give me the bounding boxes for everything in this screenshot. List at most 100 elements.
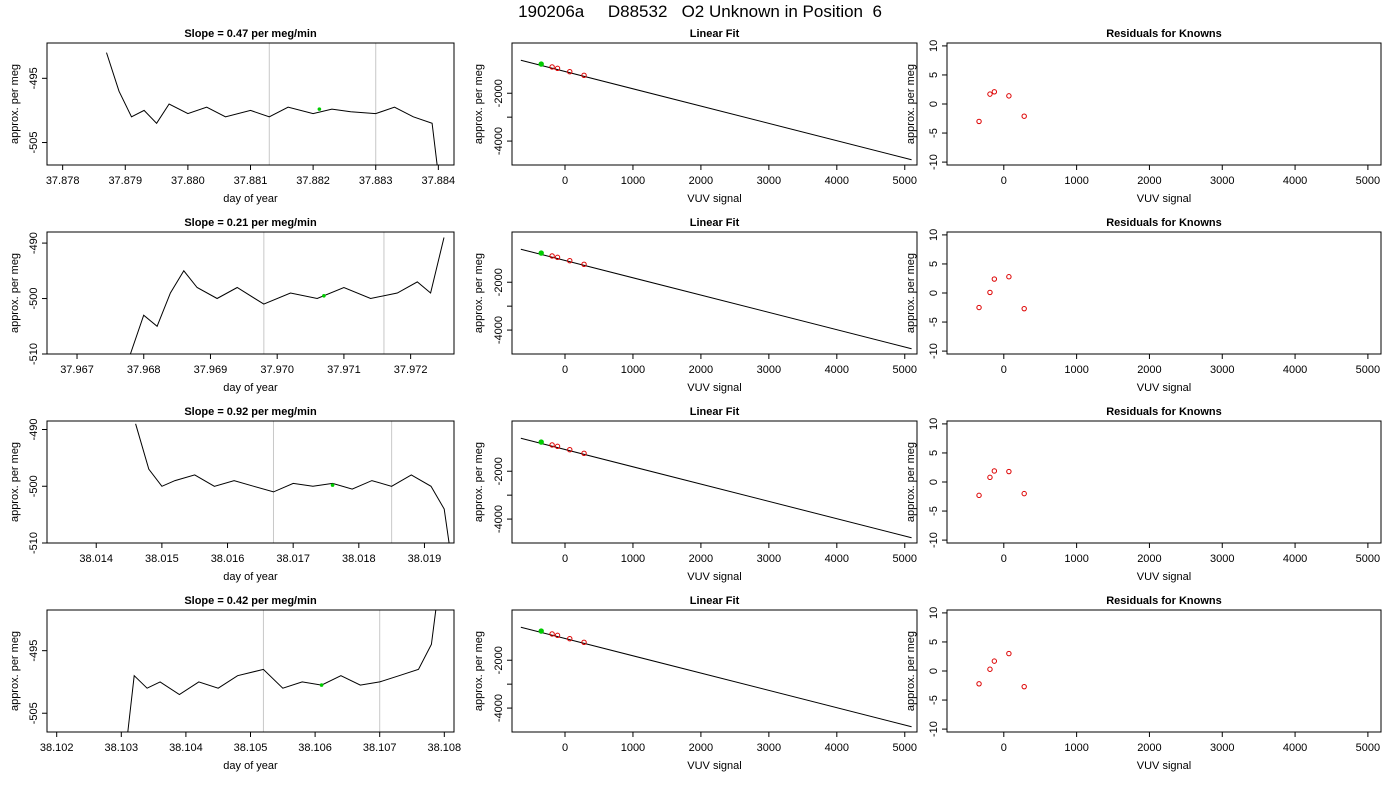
resid-xtick-label-3-3: 3000 [1210, 742, 1234, 754]
residual-point-0-1 [987, 91, 993, 97]
fit-title-3: Linear Fit [690, 595, 740, 607]
resid-ytick-label-3-4: -10 [928, 721, 940, 737]
trace-xlabel-3: day of year [223, 760, 278, 772]
resid-xtick-label-3-5: 5000 [1356, 742, 1380, 754]
resid-ytick-label-1-0: 10 [928, 229, 940, 241]
trace-xtick-label-0-5: 37.883 [359, 175, 393, 187]
trace-xlabel-2: day of year [223, 571, 278, 583]
fit-ylabel-0: approx. per meg [473, 64, 485, 144]
resid-xtick-label-1-3: 3000 [1210, 364, 1234, 376]
fit-xtick-label-2-5: 5000 [893, 553, 917, 565]
fit-xtick-label-2-2: 2000 [689, 553, 713, 565]
trace-line-0 [106, 52, 438, 165]
fit-xtick-label-1-0: 0 [562, 364, 568, 376]
resid-xlabel-3: VUV signal [1137, 760, 1191, 772]
selected-point-3 [319, 683, 324, 687]
fit-title-0: Linear Fit [690, 28, 740, 40]
fit-ylabel-3: approx. per meg [473, 631, 485, 711]
fit-xtick-label-2-4: 4000 [825, 553, 849, 565]
fit-xlabel-2: VUV signal [687, 571, 741, 583]
fit-ytick-label-2-0: -2000 [493, 457, 505, 485]
fit-ylabel-2: approx. per meg [473, 442, 485, 522]
resid-ytick-label-2-4: -10 [928, 532, 940, 548]
trace-frame-1 [46, 231, 455, 355]
known-point-2-0 [549, 442, 555, 448]
known-point-3-1 [554, 632, 561, 639]
trace-ytick-label-3-1: -505 [28, 702, 40, 724]
fit-xtick-label-0-1: 1000 [621, 175, 645, 187]
trace-xtick-label-2-2: 38.016 [211, 553, 245, 565]
trace-ytick-label-1-2: -510 [28, 343, 40, 365]
fit-xtick-label-0-0: 0 [562, 175, 568, 187]
trace-xtick-label-1-0: 37.967 [60, 364, 94, 376]
fit-xlabel-0: VUV signal [687, 193, 741, 205]
fit-ytick-label-3-2: -4000 [493, 694, 505, 722]
resid-xtick-label-1-0: 0 [1001, 364, 1007, 376]
selected-point-2 [330, 483, 335, 487]
trace-xtick-label-3-6: 38.108 [427, 742, 461, 754]
resid-xtick-label-1-2: 2000 [1137, 364, 1161, 376]
trace-xtick-label-1-2: 37.969 [194, 364, 228, 376]
trace-xtick-label-0-6: 37.884 [422, 175, 456, 187]
known-point-1-2 [567, 258, 573, 264]
fit-xtick-label-2-1: 1000 [621, 553, 645, 565]
fit-xtick-label-0-5: 5000 [893, 175, 917, 187]
resid-ytick-label-0-4: -10 [928, 154, 940, 170]
resid-xtick-label-3-1: 1000 [1064, 742, 1088, 754]
trace-ylabel-2: approx. per meg [9, 442, 21, 522]
fit-xlabel-1: VUV signal [687, 382, 741, 394]
resid-ytick-label-1-1: 5 [928, 261, 940, 267]
resid-ytick-label-2-0: 10 [928, 418, 940, 430]
known-point-0-3 [581, 72, 587, 78]
resid-xtick-label-0-0: 0 [1001, 175, 1007, 187]
trace-frame-3 [46, 609, 455, 733]
fit-xtick-label-2-0: 0 [562, 553, 568, 565]
trace-xtick-label-0-2: 37.880 [171, 175, 205, 187]
fit-ytick-label-3-0: -2000 [493, 646, 505, 674]
fit-xtick-label-1-4: 4000 [825, 364, 849, 376]
trace-xtick-label-3-2: 38.104 [169, 742, 203, 754]
fit-line-1 [520, 248, 912, 350]
trace-xtick-label-0-3: 37.881 [234, 175, 268, 187]
known-point-1-1 [554, 254, 561, 261]
trace-xtick-label-3-1: 38.103 [104, 742, 138, 754]
fit-xtick-label-3-4: 4000 [825, 742, 849, 754]
fit-xtick-label-3-0: 0 [562, 742, 568, 754]
resid-ytick-label-1-3: -5 [928, 317, 940, 327]
trace-ytick-label-3-0: -495 [28, 640, 40, 662]
unknown-point-3 [538, 628, 544, 634]
trace-xtick-label-2-3: 38.017 [276, 553, 310, 565]
resid-frame-1 [946, 231, 1382, 355]
residual-point-1-3 [1006, 274, 1012, 280]
resid-ytick-label-3-1: 5 [928, 639, 940, 645]
resid-ylabel-2: approx. per meg [905, 442, 917, 522]
resid-xlabel-0: VUV signal [1137, 193, 1191, 205]
residual-point-0-2 [991, 89, 998, 95]
fit-xtick-label-0-4: 4000 [825, 175, 849, 187]
trace-ytick-label-0-1: -505 [28, 132, 40, 154]
fit-line-2 [520, 437, 912, 539]
residual-point-1-0 [976, 304, 982, 311]
trace-xtick-label-1-4: 37.971 [327, 364, 361, 376]
trace-xtick-label-2-4: 38.018 [342, 553, 376, 565]
trace-xtick-label-3-5: 38.107 [363, 742, 397, 754]
residual-point-3-0 [976, 681, 982, 687]
resid-frame-3 [946, 609, 1382, 733]
resid-frame-0 [946, 42, 1382, 166]
fit-xtick-label-0-3: 3000 [757, 175, 781, 187]
slope-title-1: Slope = 0.21 per meg/min [184, 217, 317, 229]
resid-ytick-label-1-2: 0 [928, 290, 940, 296]
slope-title-0: Slope = 0.47 per meg/min [184, 28, 317, 40]
known-point-3-3 [581, 639, 587, 645]
fit-xtick-label-3-1: 1000 [621, 742, 645, 754]
fit-frame-0 [511, 42, 918, 166]
resid-title-3: Residuals for Knowns [1106, 595, 1222, 607]
resid-xlabel-2: VUV signal [1137, 571, 1191, 583]
slope-title-2: Slope = 0.92 per meg/min [184, 406, 317, 418]
trace-xtick-label-0-1: 37.879 [108, 175, 142, 187]
fit-xtick-label-1-2: 2000 [689, 364, 713, 376]
resid-ytick-label-3-3: -5 [928, 695, 940, 705]
resid-xtick-label-0-4: 4000 [1283, 175, 1307, 187]
fit-frame-1 [511, 231, 918, 355]
